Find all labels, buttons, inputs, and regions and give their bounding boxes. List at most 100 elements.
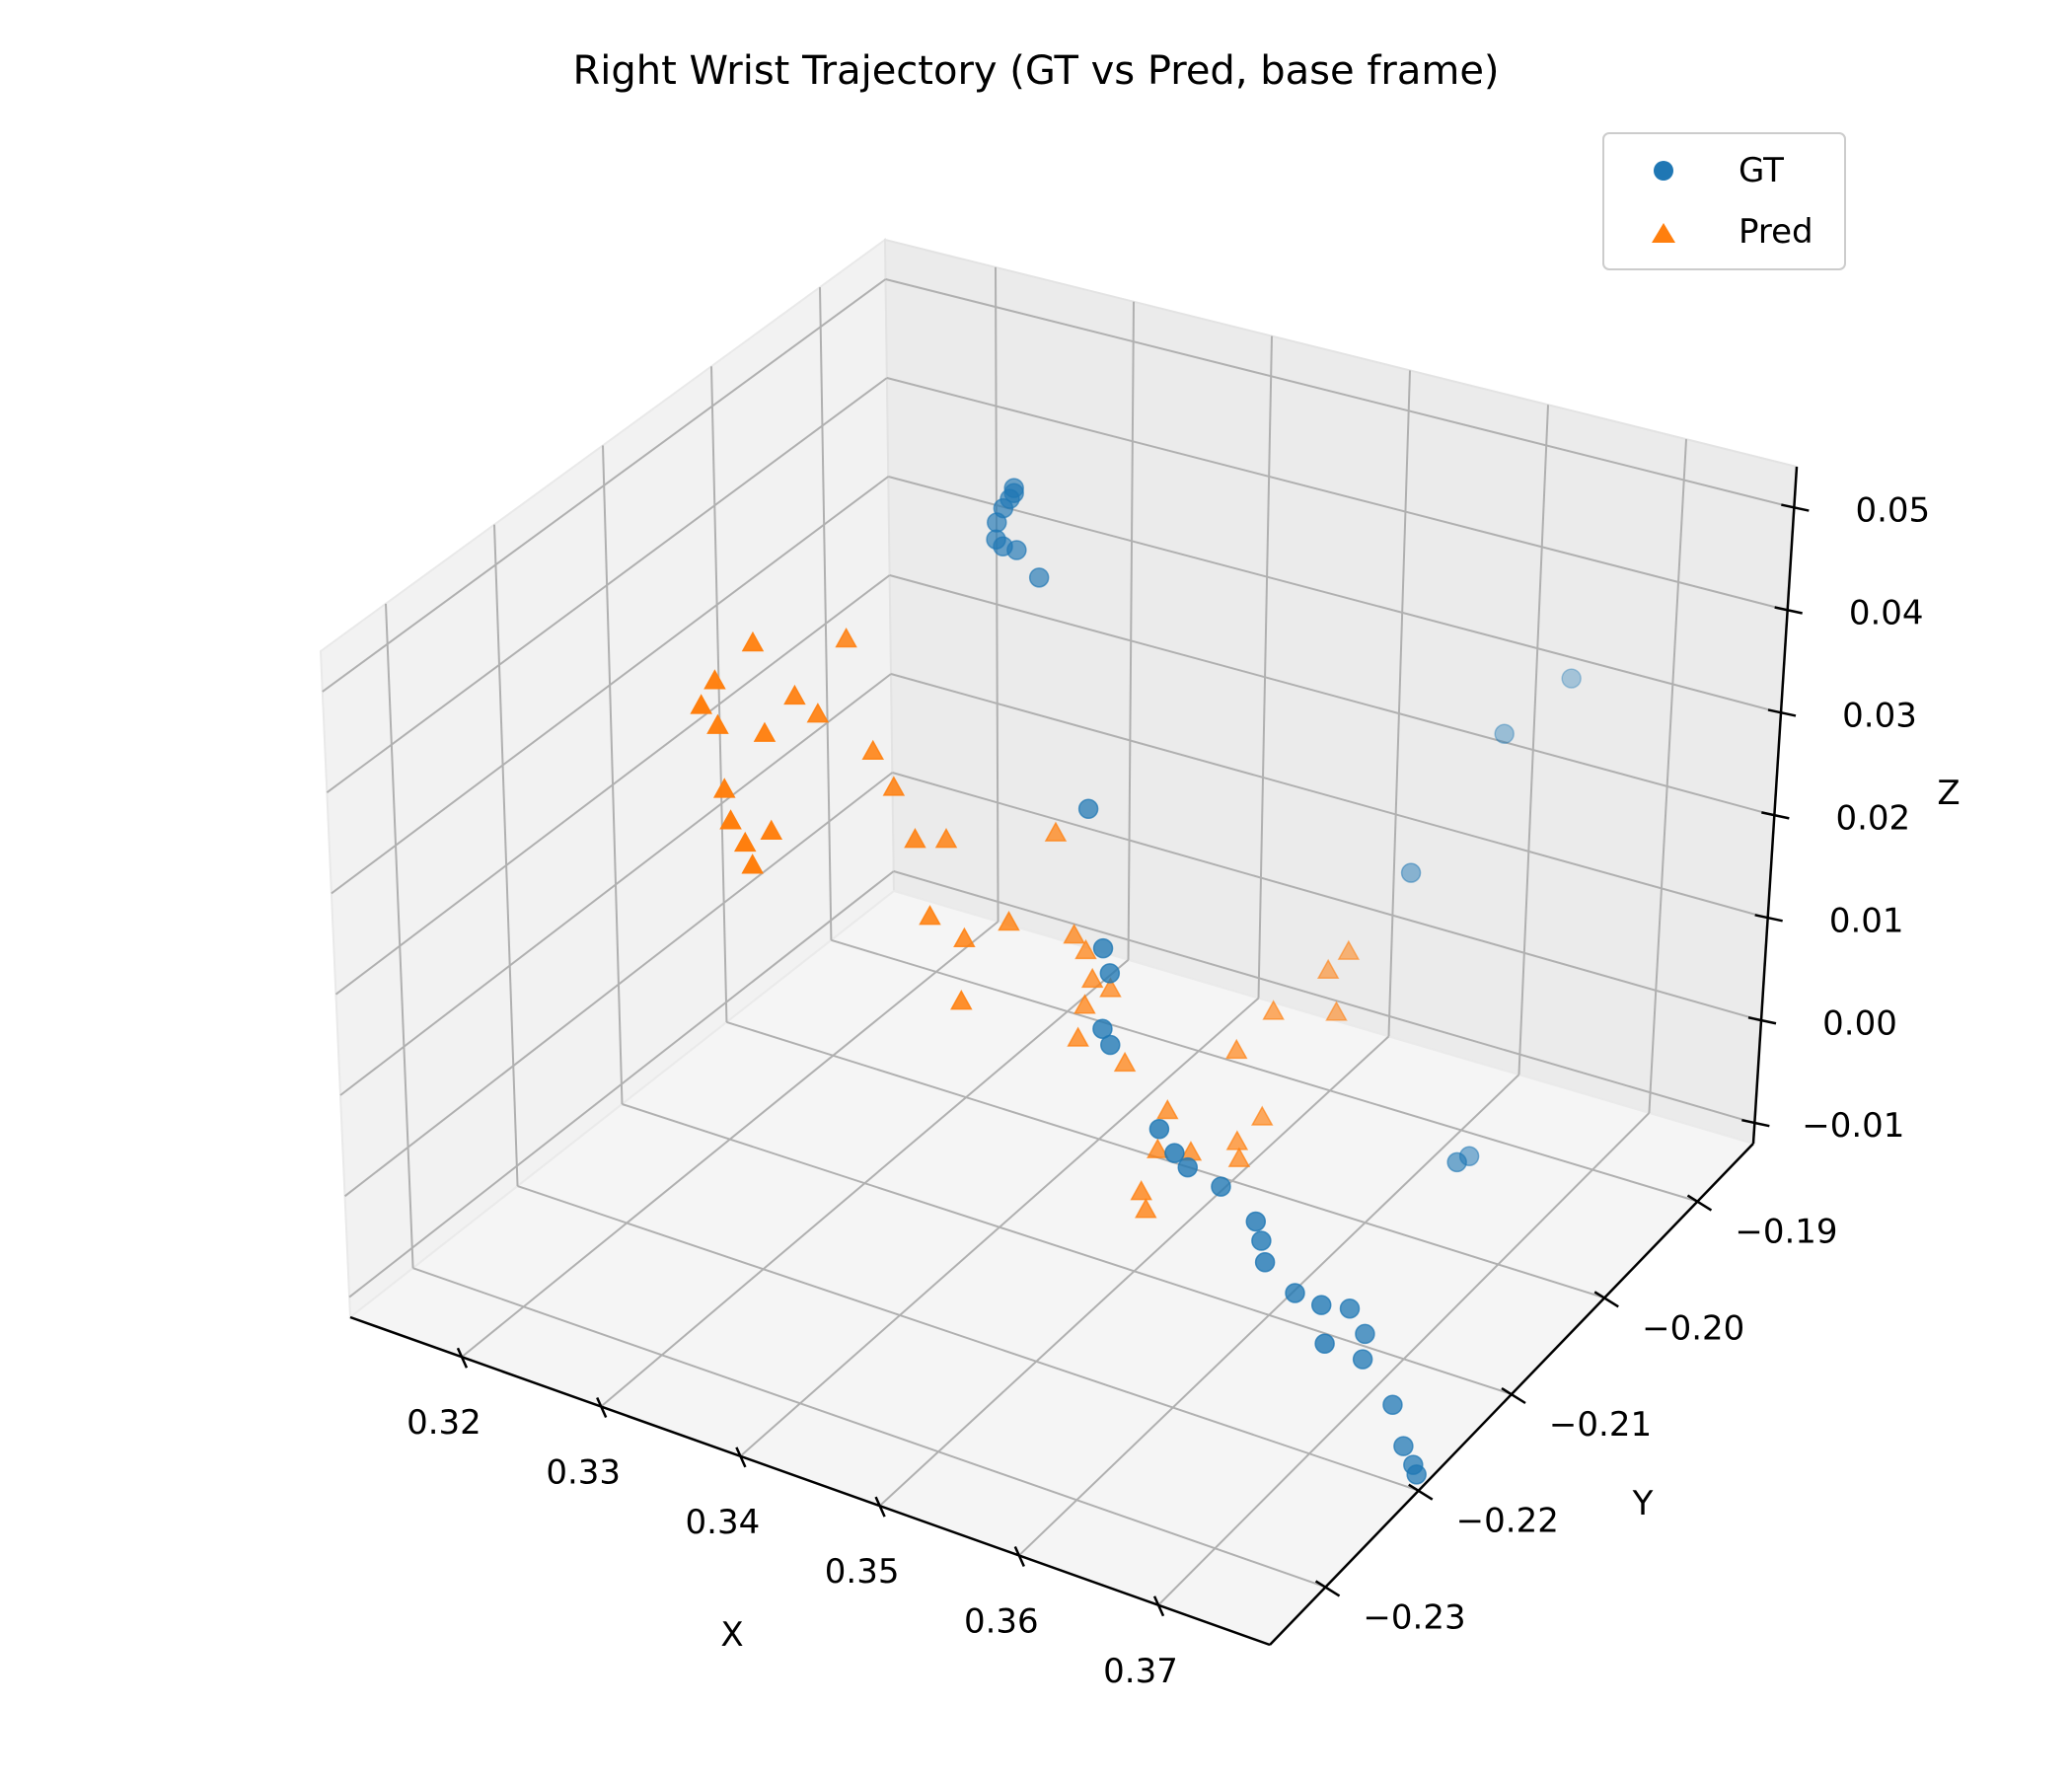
- data-point-pred: [1147, 1138, 1169, 1158]
- data-point-pred: [1074, 938, 1097, 960]
- grid-line-y-left: [602, 445, 624, 1105]
- z-tick-mark: [1774, 606, 1803, 615]
- legend-gt-label: GT: [1739, 151, 1784, 190]
- data-point-pred: [1113, 1051, 1137, 1073]
- data-point-gt: [1177, 1156, 1199, 1178]
- x-axis-label: X: [720, 1615, 743, 1655]
- data-point-gt: [1561, 668, 1582, 689]
- data-point-pred: [1073, 994, 1096, 1014]
- grid-line-y-floor: [831, 938, 1698, 1203]
- data-point-pred: [753, 721, 777, 742]
- data-point-gt: [1077, 798, 1099, 820]
- y-tick-label: −0.22: [1456, 1502, 1559, 1541]
- data-point-pred: [934, 828, 958, 849]
- legend-pred-label: Pred: [1739, 212, 1813, 252]
- data-point-pred: [861, 739, 885, 761]
- data-point-gt: [1251, 1230, 1272, 1251]
- data-point-pred: [835, 627, 857, 648]
- data-point-pred: [1044, 821, 1068, 842]
- data-point-gt: [1245, 1211, 1267, 1232]
- data-point-gt: [1352, 1349, 1373, 1370]
- grid-line-z-left: [334, 574, 891, 996]
- data-point-pred: [1063, 924, 1085, 944]
- grid-line-y-left: [819, 287, 833, 940]
- x-axis-line: [349, 1315, 1271, 1647]
- data-point-gt: [1339, 1298, 1361, 1319]
- data-points: [690, 478, 1582, 1485]
- grid-line-z-left: [348, 870, 895, 1298]
- data-point-gt: [1099, 963, 1121, 984]
- x-tick-label: 0.33: [546, 1453, 621, 1493]
- data-point-gt: [1148, 1118, 1170, 1140]
- data-point-pred: [1225, 1130, 1249, 1150]
- x-tick-label: 0.36: [964, 1601, 1039, 1641]
- data-point-pred: [950, 990, 973, 1010]
- grid-line-z-back: [885, 278, 1795, 509]
- grid-line-x-back: [1387, 370, 1411, 1037]
- data-point-pred: [690, 694, 712, 714]
- z-tick-label: 0.03: [1842, 696, 1917, 735]
- data-point-pred: [806, 703, 830, 723]
- z-tick-mark: [1767, 708, 1797, 717]
- data-point-pred: [1325, 1001, 1348, 1021]
- data-point-gt: [1355, 1323, 1375, 1345]
- data-point-pred: [741, 630, 765, 652]
- z-axis-line: [1751, 466, 1799, 1145]
- x-tick-mark: [1013, 1545, 1025, 1567]
- data-point-pred: [1155, 1098, 1179, 1120]
- grid-line-y-floor: [412, 1267, 1326, 1589]
- grid-line-x-back: [995, 266, 999, 923]
- x-tick-mark: [596, 1397, 608, 1419]
- grid-line-z-left: [331, 476, 889, 895]
- data-point-gt: [1028, 567, 1050, 588]
- x-tick-label: 0.37: [1103, 1652, 1178, 1691]
- grid-line-y-floor: [622, 1103, 1513, 1395]
- grid-line-y-left: [710, 366, 728, 1022]
- y-tick-mark: [1314, 1580, 1341, 1597]
- grid-line-z-left: [339, 673, 892, 1096]
- z-tick-mark: [1754, 914, 1783, 923]
- x-tick-mark: [1152, 1595, 1165, 1617]
- data-point-pred: [953, 927, 976, 948]
- data-point-pred: [1224, 1038, 1248, 1060]
- data-point-pred: [741, 853, 764, 874]
- data-point-gt: [1393, 1436, 1414, 1456]
- data-point-pred: [1337, 939, 1361, 960]
- data-point-gt: [986, 529, 1006, 550]
- z-axis-label: Z: [1937, 774, 1960, 813]
- data-point-gt: [1310, 1295, 1332, 1315]
- x-tick-mark: [456, 1347, 469, 1369]
- data-point-pred: [1250, 1105, 1274, 1126]
- data-point-pred: [882, 776, 906, 796]
- data-point-gt: [987, 512, 1007, 533]
- data-point-gt: [1446, 1151, 1467, 1173]
- z-tick-label: 0.01: [1829, 901, 1904, 940]
- grid-line-y-left: [493, 524, 519, 1187]
- grid-line-y-floor: [517, 1185, 1420, 1492]
- axes-panes: [319, 238, 1799, 1647]
- grid-line-z-left: [322, 278, 887, 693]
- data-point-pred: [1067, 1026, 1089, 1047]
- x-tick-label: 0.35: [825, 1552, 900, 1592]
- grid-line-z-left: [326, 377, 888, 793]
- x-tick-label: 0.32: [407, 1403, 481, 1443]
- data-point-pred: [1227, 1147, 1251, 1167]
- y-tick-label: −0.20: [1642, 1308, 1744, 1348]
- grid-line-y-left: [385, 603, 414, 1269]
- grid-line-z-left: [343, 772, 893, 1198]
- z-tick-label: 0.02: [1835, 798, 1910, 838]
- y-tick-label: −0.23: [1363, 1597, 1465, 1637]
- y-tick-mark: [1501, 1386, 1526, 1405]
- data-point-pred: [904, 828, 926, 849]
- axis-lines: 0.32 0.33 0.34 0.35 0.36 0.37 −0.23 −0.22 −0.21 −…: [349, 466, 1930, 1691]
- data-point-pred: [733, 831, 757, 853]
- data-point-pred: [712, 778, 736, 798]
- y-tick-mark: [1686, 1194, 1713, 1212]
- grid-line-y-floor: [726, 1020, 1605, 1299]
- grid-line-z-back: [886, 377, 1788, 612]
- grid-lines: [322, 266, 1795, 1606]
- y-axis-label: Y: [1632, 1484, 1654, 1523]
- z-tick-label: −0.01: [1802, 1106, 1904, 1146]
